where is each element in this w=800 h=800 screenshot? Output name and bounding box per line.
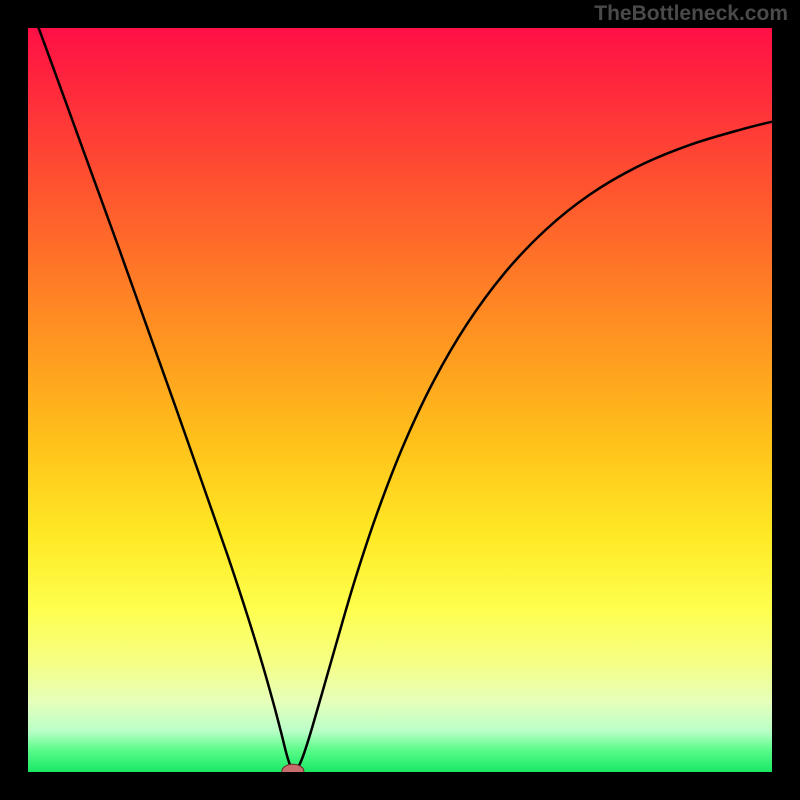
chart-container: TheBottleneck.com xyxy=(0,0,800,800)
watermark-text: TheBottleneck.com xyxy=(594,2,788,26)
gradient-background xyxy=(28,28,772,772)
chart-svg xyxy=(0,0,800,800)
